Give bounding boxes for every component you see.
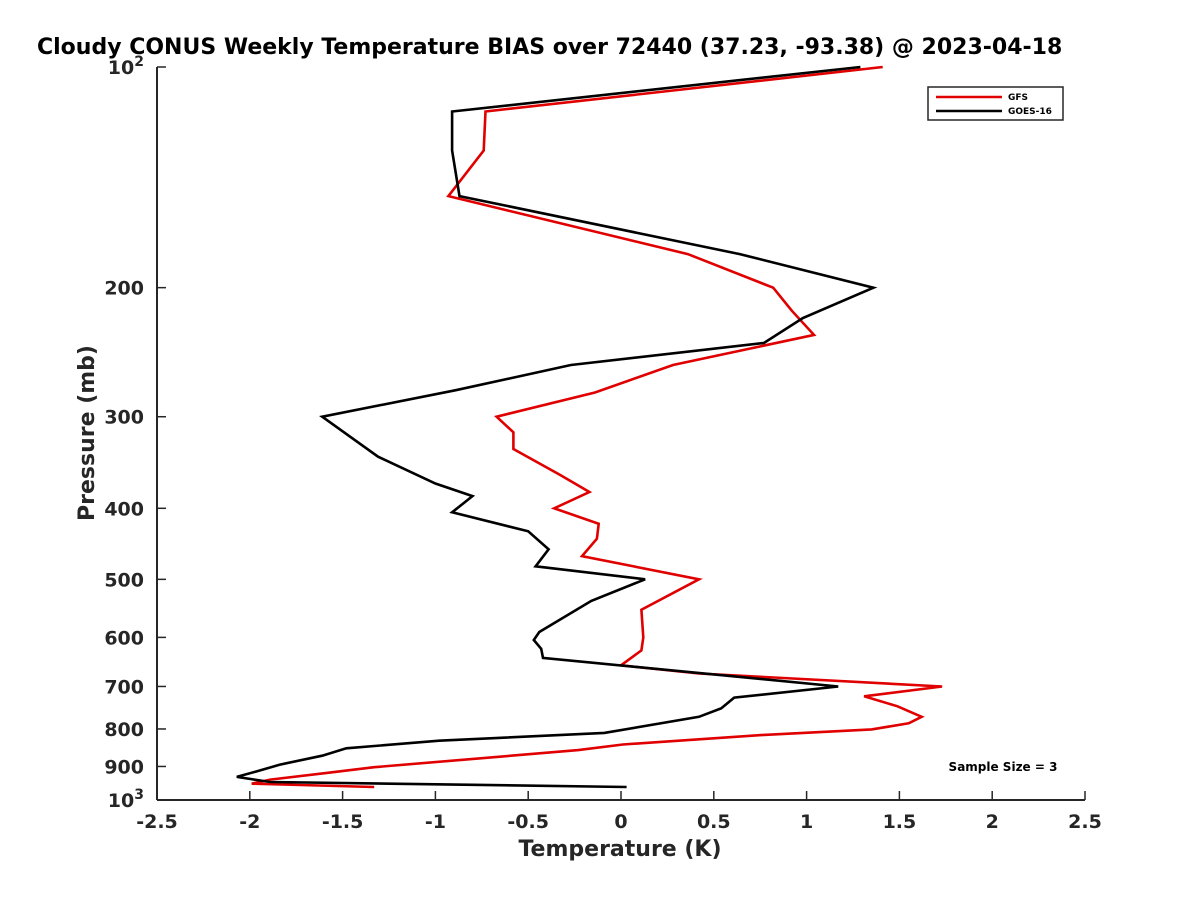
x-tick-label: 0 bbox=[614, 811, 627, 833]
series-line-goes-16 bbox=[236, 65, 878, 789]
legend-label: GFS bbox=[1008, 93, 1028, 103]
y-tick-label: 500 bbox=[104, 569, 144, 591]
series-line-gfs bbox=[251, 65, 943, 789]
x-tick-label: -2.5 bbox=[136, 811, 178, 833]
x-tick-label: -1 bbox=[425, 811, 446, 833]
y-tick-label: 700 bbox=[104, 676, 144, 698]
legend: GFS GOES-16 bbox=[927, 86, 1064, 121]
legend-label: GOES-16 bbox=[1008, 107, 1052, 117]
series-layer bbox=[236, 65, 943, 789]
x-tick-label: -2 bbox=[239, 811, 260, 833]
x-tick-label: 2.5 bbox=[1068, 811, 1102, 833]
x-tick-label: 1 bbox=[800, 811, 813, 833]
x-tick-label: 0.5 bbox=[697, 811, 731, 833]
y-tick-label: 103 bbox=[108, 787, 144, 812]
y-tick-label: 900 bbox=[104, 756, 144, 778]
y-tick-label: 102 bbox=[108, 54, 144, 79]
chart-title: Cloudy CONUS Weekly Temperature BIAS ove… bbox=[37, 35, 1062, 60]
x-tick-label: -1.5 bbox=[322, 811, 364, 833]
sample-size-annotation: Sample Size = 3 bbox=[949, 760, 1058, 774]
x-tick-label: 1.5 bbox=[883, 811, 917, 833]
y-axis-label: Pressure (mb) bbox=[75, 345, 100, 521]
y-tick-label: 800 bbox=[104, 719, 144, 741]
y-tick-label: 600 bbox=[104, 627, 144, 649]
y-tick-label: 200 bbox=[104, 278, 144, 300]
legend-box bbox=[927, 86, 1064, 121]
x-tick-label: 2 bbox=[986, 811, 999, 833]
y-tick-label: 400 bbox=[104, 498, 144, 520]
x-tick-label: -0.5 bbox=[507, 811, 549, 833]
y-tick-label: 300 bbox=[104, 407, 144, 429]
axes: -2.5 -2 -1.5 -1 -0.5 0 0.5 1 1.5 2 2.5 102 200 300 400… bbox=[104, 54, 1102, 833]
x-axis-label: Temperature (K) bbox=[518, 837, 721, 862]
